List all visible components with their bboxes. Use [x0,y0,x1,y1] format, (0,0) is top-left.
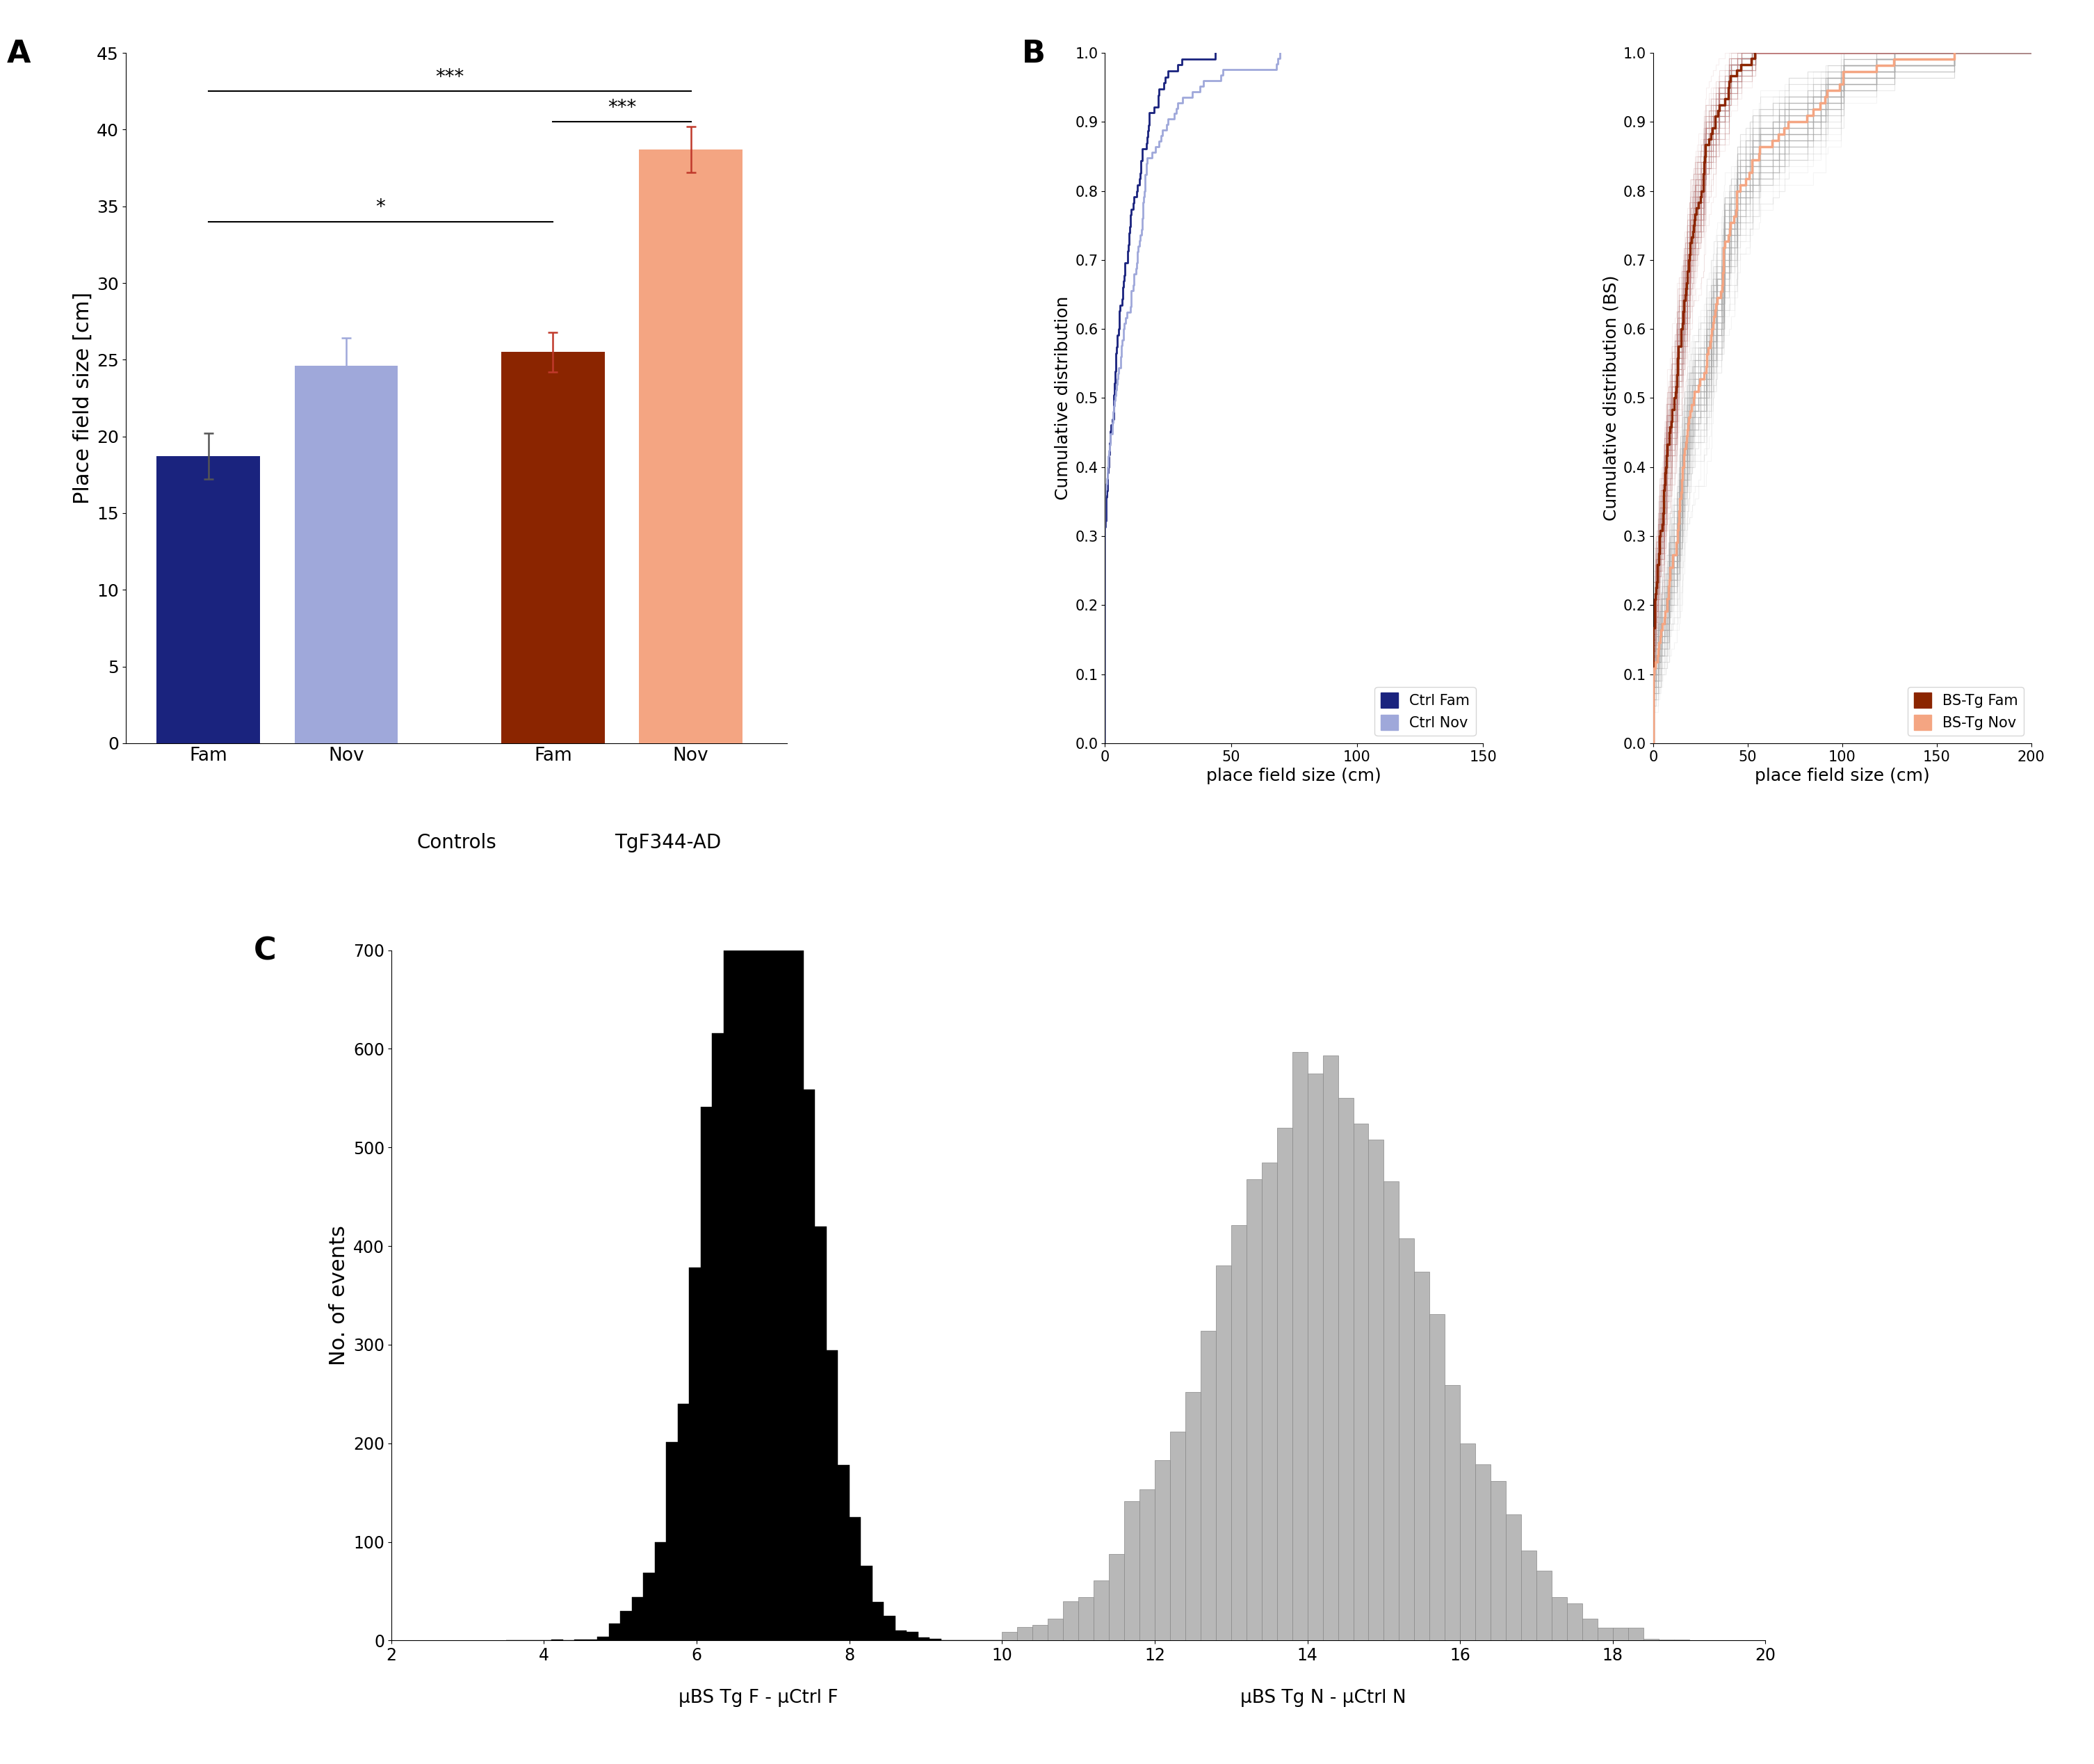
Bar [1246,1178,1261,1641]
Bar [745,686,758,1641]
Bar [1552,1596,1566,1641]
Y-axis label: Cumulative distribution: Cumulative distribution [1055,296,1072,499]
Bar [1047,1619,1064,1641]
Bar [722,843,735,1641]
Bar [1612,1628,1627,1641]
Bar [1537,1570,1552,1641]
Bar [1506,1514,1520,1641]
Y-axis label: No. of events: No. of events [329,1226,350,1365]
Legend: BS-Tg Fam, BS-Tg Nov: BS-Tg Fam, BS-Tg Nov [1908,686,2025,736]
Bar [678,1404,689,1641]
Bar [1399,1238,1413,1641]
Bar [1124,1501,1139,1641]
Bar [1277,1127,1292,1641]
Bar [758,730,768,1641]
Bar [1598,1628,1612,1641]
Text: ***: *** [607,97,637,118]
Bar [1154,1461,1171,1641]
Bar [1307,1074,1323,1641]
Bar [781,850,792,1641]
Bar [827,1351,838,1641]
Bar [689,1268,701,1641]
Bar [884,1616,894,1641]
Bar [1353,1124,1369,1641]
Text: C: C [253,937,276,967]
Text: Controls: Controls [417,833,496,852]
Text: ***: *** [436,67,465,86]
Bar [1003,1632,1018,1641]
Text: TgF344-AD: TgF344-AD [616,833,722,852]
Bar [917,1637,930,1641]
Bar [632,1596,643,1641]
Text: B: B [1022,39,1045,69]
Bar [850,1517,861,1641]
Text: μBS Tg N - μCtrl N: μBS Tg N - μCtrl N [1240,1688,1405,1708]
Bar [1171,1431,1185,1641]
Bar [1139,1489,1154,1641]
Bar [907,1632,917,1641]
Bar [1200,1330,1217,1641]
Bar [157,457,260,743]
Bar [666,1443,678,1641]
Bar [609,1623,620,1641]
Bar [1430,1314,1445,1641]
Y-axis label: Cumulative distribution (BS): Cumulative distribution (BS) [1602,275,1619,520]
Bar [768,725,781,1641]
Bar [295,365,398,743]
Bar [930,1639,940,1641]
Bar [1476,1464,1491,1641]
Bar [639,150,743,743]
Bar [1644,1639,1658,1641]
Bar [1261,1162,1277,1641]
Bar [873,1602,884,1641]
Bar [643,1572,655,1641]
Text: *: * [375,198,385,217]
Bar [1231,1226,1246,1641]
Bar [815,1226,827,1641]
Bar [861,1566,873,1641]
Bar [804,1090,815,1641]
Bar [620,1611,632,1641]
Bar [1292,1051,1307,1641]
Bar [1032,1625,1047,1641]
Bar [1018,1626,1032,1641]
Y-axis label: Place field size [cm]: Place field size [cm] [73,291,92,505]
Bar [1583,1619,1598,1641]
Bar [1078,1596,1093,1641]
X-axis label: place field size (cm): place field size (cm) [1206,767,1382,785]
Text: μBS Tg F - μCtrl F: μBS Tg F - μCtrl F [678,1688,838,1708]
Bar [1627,1628,1644,1641]
Text: A: A [6,39,31,69]
Bar [1369,1140,1384,1641]
Bar [792,938,804,1641]
Bar [894,1630,907,1641]
Bar [500,353,605,743]
Bar [1520,1551,1537,1641]
Bar [1323,1057,1338,1641]
Bar [838,1464,850,1641]
Bar [1384,1182,1399,1641]
Bar [1217,1267,1231,1641]
Bar [1338,1099,1353,1641]
Bar [1413,1272,1430,1641]
Legend: Ctrl Fam, Ctrl Nov: Ctrl Fam, Ctrl Nov [1376,686,1476,736]
Bar [655,1542,666,1641]
Bar [1460,1443,1476,1641]
Bar [1093,1581,1110,1641]
Bar [1064,1602,1078,1641]
Bar [701,1108,712,1641]
Bar [712,1034,722,1641]
Bar [735,776,745,1641]
Bar [1110,1554,1124,1641]
Bar [1445,1385,1460,1641]
Bar [1185,1392,1200,1641]
Bar [1491,1480,1506,1641]
X-axis label: place field size (cm): place field size (cm) [1755,767,1931,785]
Bar [1566,1603,1583,1641]
Bar [597,1637,609,1641]
